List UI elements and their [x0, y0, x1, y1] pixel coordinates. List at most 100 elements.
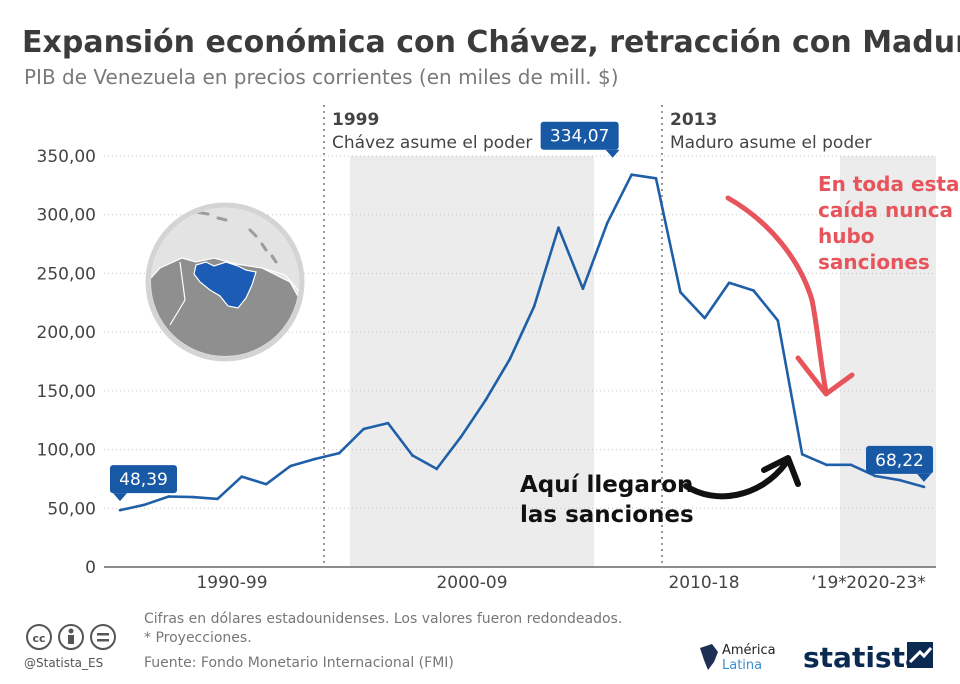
data-point [264, 482, 268, 486]
statista-handle: @Statista_ES [24, 656, 103, 670]
data-point [337, 451, 341, 455]
era-desc-1999: Chávez asume el poder [332, 133, 532, 153]
y-tick-label: 200,00 [37, 323, 96, 343]
black-arrowhead-icon [761, 455, 801, 487]
y-tick-label: 100,00 [37, 441, 96, 461]
data-point [898, 478, 901, 482]
data-label-pointer [605, 149, 620, 158]
data-point [654, 177, 658, 180]
footer-source: Fuente: Fondo Monetario Internacional (F… [144, 655, 454, 671]
x-category-label-4: 2020-23* [846, 573, 926, 593]
data-labels: 48,39 334,07 68,22 [110, 121, 933, 502]
chart-subtitle: PIB de Venezuela en precios corrientes (… [24, 65, 619, 89]
data-point [216, 497, 219, 501]
red-note-line-1: En toda esta [818, 172, 959, 196]
data-point [581, 287, 585, 290]
data-label-text: 68,22 [875, 451, 924, 471]
data-point [362, 427, 365, 431]
x-axis-category-labels: 1990-99 2000-09 2010-18 ‘19* 2020-23* [196, 573, 925, 593]
data-point [143, 503, 146, 507]
y-tick-label: 350,00 [37, 147, 96, 167]
data-point [630, 173, 633, 177]
data-label-2023: 68,22 [866, 445, 933, 482]
data-point [240, 475, 244, 478]
data-point [825, 463, 828, 467]
footer: Cifras en dólares estadounidenses. Los v… [24, 611, 933, 674]
series-pib [118, 173, 926, 512]
y-tick-label: 0 [85, 558, 96, 578]
data-point [167, 495, 171, 498]
america-latina-logo: América Latina [700, 643, 776, 673]
data-point [508, 357, 512, 361]
data-label-pointer [917, 473, 931, 482]
x-category-label-1: 2000-09 [436, 573, 507, 593]
red-arrowhead-icon [795, 355, 855, 397]
black-note-line-2: las sanciones [520, 502, 694, 528]
data-point [289, 464, 292, 468]
data-label-pointer [113, 493, 127, 502]
data-point [532, 305, 536, 308]
red-note-line-3: hubo [818, 224, 875, 248]
y-tick-label: 300,00 [37, 206, 96, 226]
data-point [605, 221, 609, 225]
data-label-box [540, 121, 619, 150]
y-tick-label: 250,00 [37, 264, 96, 284]
data-point [411, 454, 414, 457]
data-label-text: 334,07 [550, 127, 609, 147]
statista-logo: statista [803, 641, 933, 674]
partner-name-line-1: América [722, 643, 776, 658]
era-desc-2013: Maduro asume el poder [670, 133, 872, 153]
data-point [727, 281, 731, 285]
data-point [191, 495, 195, 499]
footer-note-2: * Proyecciones. [144, 630, 252, 646]
red-arrow-icon [725, 195, 829, 395]
black-annotation: Aquí llegaron las sanciones [520, 455, 801, 528]
data-point [484, 398, 487, 402]
data-point [800, 452, 804, 456]
era-year-2013: 2013 [670, 110, 717, 130]
data-point [313, 457, 317, 461]
data-label-box [866, 445, 933, 474]
data-point [752, 289, 755, 292]
venezuela-map-inset [145, 202, 305, 362]
data-point [873, 474, 877, 478]
latin-america-map-icon [700, 644, 718, 670]
partner-name-line-2: Latina [722, 658, 762, 673]
shaded-region-4 [840, 156, 936, 567]
svg-text:cc: cc [32, 632, 45, 645]
chart-title: Expansión económica con Chávez, retracci… [22, 25, 960, 60]
cc-license-icon: cc [26, 624, 52, 650]
no-derivatives-icon [90, 624, 116, 650]
data-label-text: 48,39 [119, 470, 168, 490]
data-point [386, 421, 390, 425]
attribution-icon [58, 624, 84, 650]
data-point [679, 290, 682, 294]
data-label-1990: 48,39 [110, 465, 177, 502]
statista-logo-icon [907, 642, 933, 668]
y-tick-label: 150,00 [37, 382, 96, 402]
series-line-0 [119, 173, 925, 512]
data-point [922, 485, 926, 489]
era-year-1999: 1999 [332, 110, 379, 130]
red-note-line-2: caída nunca [818, 198, 953, 222]
black-arrow-icon [683, 460, 789, 500]
data-point [849, 463, 853, 467]
data-point [118, 508, 122, 512]
shaded-region-1 [350, 156, 594, 567]
gridlines [104, 155, 936, 568]
footer-note-1: Cifras en dólares estadounidenses. Los v… [144, 611, 622, 627]
data-point [776, 319, 780, 322]
y-axis-labels: 0 50,00 100,00 150,00 200,00 250,00 300,00 350,… [37, 147, 96, 578]
x-category-label-2: 2010-18 [668, 573, 739, 593]
data-label-2011: 334,07 [540, 121, 620, 158]
statista-brand: statista [803, 641, 924, 674]
data-point [435, 467, 439, 471]
y-tick-label: 50,00 [47, 499, 96, 519]
black-note-line-1: Aquí llegaron [520, 472, 693, 498]
data-point [703, 316, 707, 320]
red-annotation: En toda esta caída nunca hubo sanciones [725, 172, 959, 397]
data-label-box [110, 465, 177, 494]
x-category-label-0: 1990-99 [196, 573, 267, 593]
data-point [557, 226, 560, 229]
